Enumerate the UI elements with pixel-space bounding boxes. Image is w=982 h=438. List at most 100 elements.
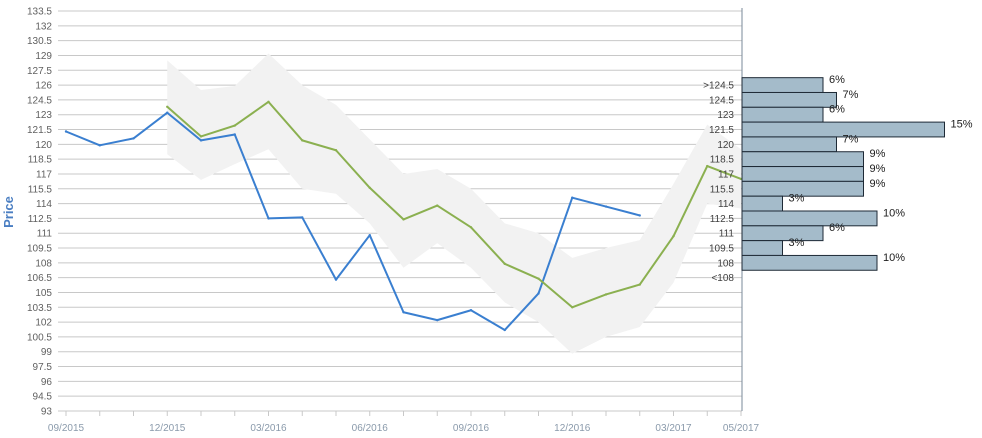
price-point	[334, 278, 338, 281]
y-tick-label: 105	[35, 288, 52, 299]
price-point	[604, 205, 608, 208]
x-tick-label: 12/2016	[554, 423, 591, 434]
target-point	[469, 226, 473, 229]
target-range-area	[167, 53, 741, 354]
price-line	[65, 111, 641, 332]
distribution-bar	[741, 195, 783, 212]
target-point	[368, 186, 371, 189]
y-tick-label: 121.5	[27, 125, 52, 136]
y-tick-label: 103.5	[27, 303, 52, 314]
y-tick-label: 115.5	[28, 184, 53, 195]
distribution-pct-label: 10%	[883, 207, 905, 219]
distribution-bin-label: 120	[717, 140, 734, 151]
target-line	[166, 100, 742, 309]
price-point	[571, 196, 574, 199]
distribution-bar	[741, 91, 837, 108]
price-point	[402, 311, 405, 314]
target-point	[571, 306, 574, 309]
distribution-pct-label: 6%	[829, 74, 845, 86]
y-tick-label: 96	[41, 377, 53, 388]
price-point	[301, 216, 304, 219]
distribution-pct-label: 3%	[789, 237, 805, 249]
y-tick-label: 120	[35, 140, 52, 151]
target-point	[604, 293, 608, 296]
target-point	[334, 149, 338, 152]
distribution-bin-label: 114	[718, 199, 734, 210]
price-point	[537, 292, 540, 295]
distribution-bin-label: 124.5	[709, 95, 734, 106]
distribution-bin-label: 111	[719, 229, 735, 240]
distribution-bar	[741, 180, 864, 197]
target-point	[301, 139, 304, 142]
price-point	[98, 144, 101, 147]
x-tick-label: 06/2016	[352, 423, 389, 434]
target-point	[199, 135, 203, 138]
price-point	[267, 217, 270, 220]
price-point	[166, 111, 169, 114]
distribution-pct-label: 7%	[843, 133, 859, 145]
y-tick-label: 109.5	[27, 244, 52, 255]
target-range-band	[167, 53, 741, 354]
price-point	[368, 233, 371, 237]
x-tick-label: 09/2016	[453, 423, 490, 434]
target-point	[233, 124, 236, 127]
distribution-bar	[741, 136, 837, 153]
distribution-bin-label: >124.5	[703, 81, 734, 92]
distribution-pct-label: 9%	[870, 148, 886, 160]
distribution-pct-label: 6%	[829, 104, 845, 116]
distribution-bin-label: 115.5	[710, 184, 735, 195]
y-tick-label: 132	[35, 21, 52, 32]
distribution-bin-label: 112.5	[710, 214, 735, 225]
x-tick-label: 03/2016	[250, 423, 287, 434]
y-tick-label: 133.5	[27, 7, 52, 18]
price-point	[64, 130, 68, 133]
y-tick-label: 102	[35, 318, 52, 329]
y-tick-label: 94.5	[33, 392, 53, 403]
distribution-bar	[741, 106, 824, 123]
distribution-bar	[741, 121, 945, 138]
distribution-bar	[741, 240, 783, 256]
distribution-pct-label: 9%	[870, 163, 886, 175]
distribution-pct-label: 9%	[870, 178, 886, 190]
distribution-bar	[741, 210, 878, 227]
price-point	[503, 328, 506, 332]
y-tick-label: 99	[41, 347, 53, 358]
distribution-bin-label: 117	[718, 169, 734, 180]
x-tick-label: 03/2017	[655, 423, 692, 434]
distribution-pct-label: 3%	[789, 193, 805, 205]
y-tick-label: 118.5	[28, 155, 53, 166]
y-tick-label: 100.5	[27, 332, 52, 343]
distribution-bar	[741, 225, 824, 242]
target-point	[402, 218, 405, 221]
y-tick-label: 112.5	[28, 214, 53, 225]
series-layer	[64, 100, 743, 332]
target-point	[537, 277, 540, 280]
x-tick-label: 09/2015	[48, 423, 85, 434]
price-point	[199, 139, 203, 142]
y-tick-label: 114	[36, 199, 52, 210]
y-tick-label: 106.5	[27, 273, 52, 284]
distribution-pct-label: 15%	[951, 119, 973, 131]
x-tick-label: 12/2015	[149, 423, 186, 434]
target-point	[706, 164, 709, 168]
axis-layer: 93 94.5 96 97.5 99 100.5 102 103.5 105 106.5 108 10…	[27, 7, 760, 435]
y-tick-label: 127.5	[27, 66, 52, 77]
target-point	[638, 283, 641, 286]
y-tick-label: 124.5	[27, 95, 52, 106]
price-point	[132, 137, 135, 140]
distribution-pct-label: 10%	[883, 252, 905, 264]
target-point	[166, 105, 169, 109]
distribution-bin-label: 108	[717, 258, 734, 269]
distribution-bin-label: <108	[711, 273, 734, 284]
target-point	[503, 262, 506, 266]
y-tick-label: 129	[35, 51, 52, 62]
distribution-bar	[741, 151, 864, 168]
target-point	[267, 100, 270, 104]
distribution-bin-label: 123	[717, 110, 734, 121]
y-tick-label: 130.5	[27, 36, 52, 47]
distribution-bar	[741, 166, 864, 182]
price-point	[233, 133, 236, 136]
distribution-bin-label: 121.5	[709, 125, 734, 136]
target-point	[672, 234, 675, 238]
distribution-layer: >124.5 6% 124.5 7% 123 6% 121.5 15% 120 7% 118.5 9%…	[703, 74, 973, 284]
